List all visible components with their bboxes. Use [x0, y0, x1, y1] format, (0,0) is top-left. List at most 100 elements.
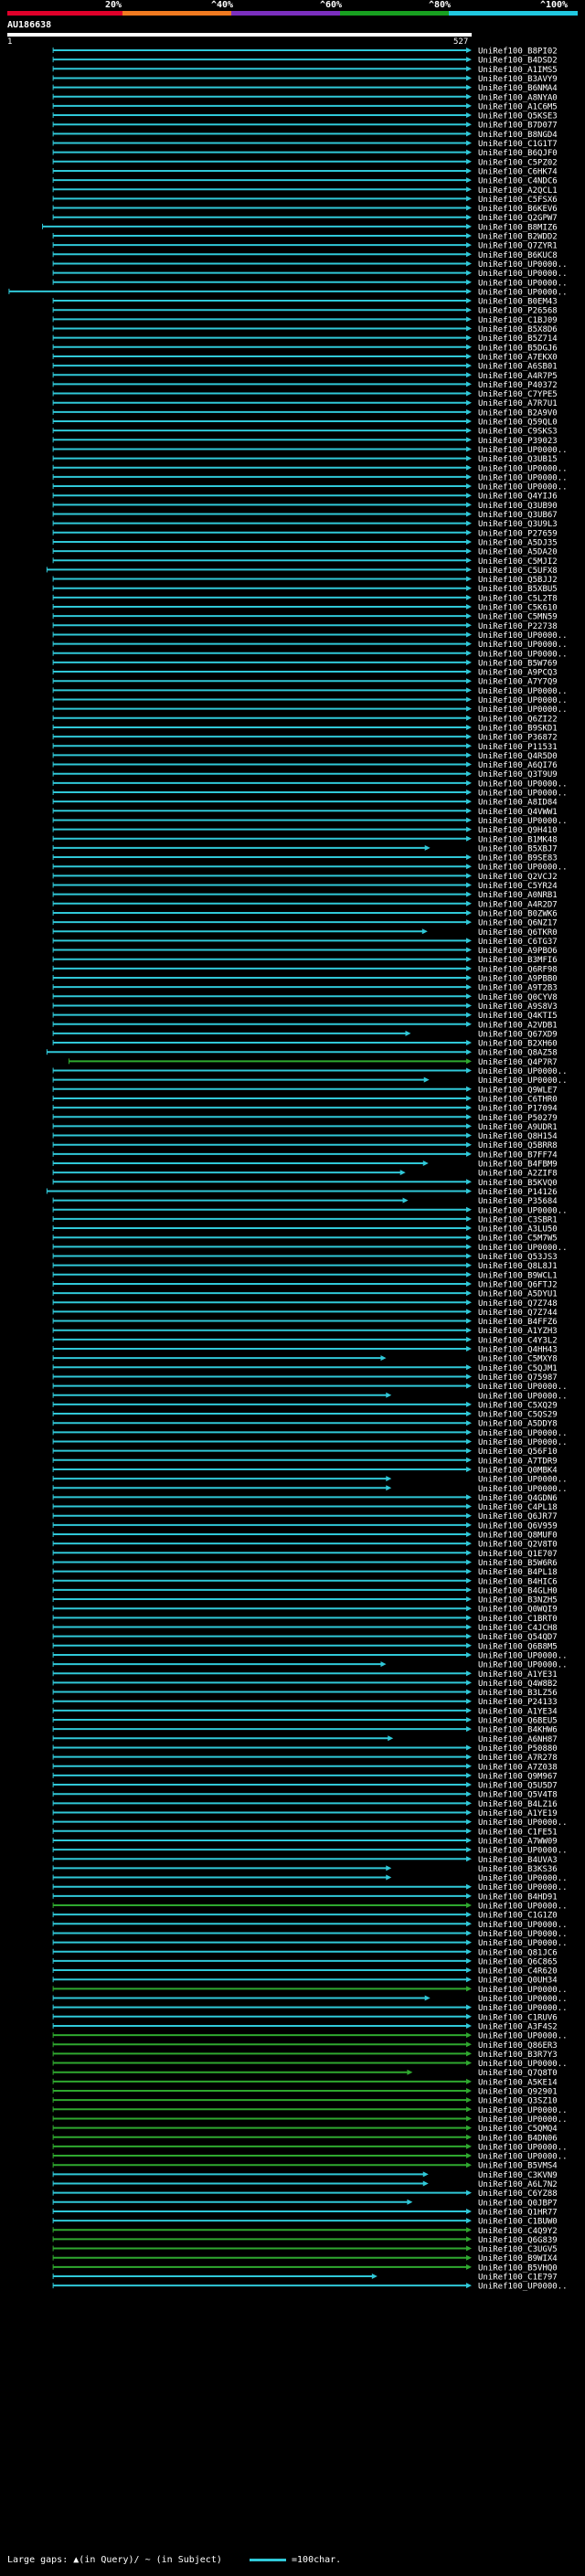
hit-row[interactable]: UniRef100_B4DSD2: [52, 57, 558, 66]
hit-label[interactable]: UniRef100_C5PZ02: [478, 158, 558, 167]
hit-label[interactable]: UniRef100_Q6G839: [478, 2236, 558, 2245]
hit-row[interactable]: UniRef100_Q0WQI9: [52, 1606, 558, 1615]
hit-row[interactable]: UniRef100_B0ZWK6: [52, 909, 558, 918]
hit-label[interactable]: UniRef100_A7TDR9: [478, 1457, 558, 1466]
hit-label[interactable]: UniRef100_Q67XD9: [478, 1030, 558, 1039]
hit-row[interactable]: UniRef100_UP0000..: [52, 2283, 568, 2292]
hit-label[interactable]: UniRef100_UP0000..: [478, 464, 568, 473]
hit-label[interactable]: UniRef100_UP0000..: [478, 650, 568, 659]
hit-label[interactable]: UniRef100_Q6NZ17: [478, 919, 558, 928]
hit-label[interactable]: UniRef100_B1MK48: [478, 835, 558, 844]
hit-label[interactable]: UniRef100_B5X8D6: [478, 325, 558, 334]
hit-label[interactable]: UniRef100_C5M7W5: [478, 1235, 558, 1244]
hit-label[interactable]: UniRef100_B8PI02: [478, 48, 558, 57]
hit-label[interactable]: UniRef100_A7EKX0: [478, 353, 558, 362]
hit-label[interactable]: UniRef100_P50880: [478, 1744, 558, 1754]
hit-label[interactable]: UniRef100_Q6C865: [478, 1957, 558, 1966]
hit-label[interactable]: UniRef100_Q56F10: [478, 1447, 558, 1457]
hit-row[interactable]: UniRef100_A4R7P5: [52, 372, 558, 381]
hit-row[interactable]: UniRef100_Q8L8J1: [52, 1262, 558, 1271]
hit-row[interactable]: UniRef100_A5DYU1: [52, 1290, 558, 1299]
hit-row[interactable]: UniRef100_C5MJI2: [52, 557, 558, 567]
hit-label[interactable]: UniRef100_UP0000..: [478, 1874, 568, 1883]
hit-row[interactable]: UniRef100_C6TG37: [52, 938, 558, 947]
hit-row[interactable]: UniRef100_UP0000..: [52, 260, 568, 270]
hit-row[interactable]: UniRef100_A3F4S2: [52, 2022, 558, 2031]
hit-row[interactable]: UniRef100_UP0000..: [52, 1883, 568, 1892]
hit-row[interactable]: UniRef100_C6THR0: [52, 1095, 558, 1104]
hit-row[interactable]: UniRef100_B8NGD4: [52, 131, 558, 140]
hit-label[interactable]: UniRef100_Q9H410: [478, 826, 558, 835]
hit-row[interactable]: UniRef100_UP0000..: [8, 288, 568, 297]
hit-row[interactable]: UniRef100_C5QJM1: [52, 1364, 558, 1373]
hit-label[interactable]: UniRef100_Q92901: [478, 2088, 558, 2097]
hit-label[interactable]: UniRef100_UP0000..: [478, 2106, 568, 2115]
hit-row[interactable]: UniRef100_A9PBO6: [52, 947, 558, 956]
hit-row[interactable]: UniRef100_UP0000..: [52, 1076, 568, 1086]
hit-row[interactable]: UniRef100_Q8MUF0: [52, 1532, 558, 1541]
hit-row[interactable]: UniRef100_UP0000..: [52, 2115, 568, 2125]
hit-label[interactable]: UniRef100_Q8H154: [478, 1132, 558, 1141]
hit-label[interactable]: UniRef100_C4PL18: [478, 1503, 558, 1512]
hit-label[interactable]: UniRef100_Q75987: [478, 1373, 558, 1383]
hit-row[interactable]: UniRef100_Q81JC6: [52, 1948, 558, 1957]
hit-row[interactable]: UniRef100_B4FFZ6: [52, 1318, 558, 1327]
hit-row[interactable]: UniRef100_Q54QD7: [52, 1633, 558, 1642]
hit-row[interactable]: UniRef100_Q4KTI5: [52, 1012, 558, 1021]
hit-label[interactable]: UniRef100_C7YPE5: [478, 390, 558, 399]
hit-label[interactable]: UniRef100_Q8AZ58: [478, 1049, 558, 1058]
hit-row[interactable]: UniRef100_B0EM43: [52, 298, 558, 307]
hit-row[interactable]: UniRef100_B4DN06: [52, 2134, 558, 2143]
hit-row[interactable]: UniRef100_Q9WLE7: [52, 1086, 558, 1095]
hit-label[interactable]: UniRef100_A3LU50: [478, 1225, 558, 1235]
hit-label[interactable]: UniRef100_C1BJ09: [478, 316, 558, 325]
hit-label[interactable]: UniRef100_P50279: [478, 1114, 558, 1123]
hit-label[interactable]: UniRef100_Q7Z748: [478, 1299, 558, 1309]
hit-row[interactable]: UniRef100_Q4GDN6: [52, 1494, 558, 1503]
hit-row[interactable]: UniRef100_A1C6M5: [52, 102, 558, 111]
hit-row[interactable]: UniRef100_Q6RF98: [52, 965, 558, 974]
hit-label[interactable]: UniRef100_Q1E707: [478, 1550, 558, 1559]
hit-row[interactable]: UniRef100_UP0000..: [52, 790, 568, 799]
hit-row[interactable]: UniRef100_Q8H154: [52, 1132, 558, 1141]
hit-label[interactable]: UniRef100_B4LZ16: [478, 1800, 558, 1809]
hit-label[interactable]: UniRef100_P11531: [478, 743, 558, 752]
hit-row[interactable]: UniRef100_C3KVN9: [52, 2171, 558, 2180]
hit-label[interactable]: UniRef100_C1E797: [478, 2274, 558, 2283]
hit-label[interactable]: UniRef100_P27659: [478, 529, 558, 538]
hit-label[interactable]: UniRef100_A5DDY8: [478, 1420, 558, 1429]
hit-label[interactable]: UniRef100_B4HIC6: [478, 1577, 558, 1586]
hit-label[interactable]: UniRef100_A6NH87: [478, 1735, 558, 1744]
hit-label[interactable]: UniRef100_B6NMA4: [478, 84, 558, 93]
hit-label[interactable]: UniRef100_UP0000..: [478, 446, 568, 455]
hit-label[interactable]: UniRef100_A3F4S2: [478, 2022, 558, 2031]
hit-label[interactable]: UniRef100_C3UGV5: [478, 2245, 558, 2254]
hit-label[interactable]: UniRef100_C1BRT0: [478, 1615, 558, 1624]
hit-row[interactable]: UniRef100_A5DJ35: [52, 538, 558, 547]
hit-label[interactable]: UniRef100_UP0000..: [478, 864, 568, 873]
hit-row[interactable]: UniRef100_P50279: [52, 1114, 558, 1123]
hit-label[interactable]: UniRef100_Q5BJJ2: [478, 576, 558, 585]
hit-row[interactable]: UniRef100_B5W769: [52, 659, 558, 668]
hit-row[interactable]: UniRef100_A5DA20: [52, 548, 558, 557]
hit-row[interactable]: UniRef100_B3LZ56: [52, 1689, 558, 1698]
hit-label[interactable]: UniRef100_Q5U5D7: [478, 1782, 558, 1791]
hit-row[interactable]: UniRef100_A6NH87: [52, 1735, 558, 1744]
hit-row[interactable]: UniRef100_A1YZH3: [52, 1327, 558, 1336]
hit-label[interactable]: UniRef100_UP0000..: [478, 1244, 568, 1253]
hit-label[interactable]: UniRef100_Q9WLE7: [478, 1086, 558, 1095]
hit-label[interactable]: UniRef100_Q0JBP7: [478, 2199, 558, 2208]
hit-label[interactable]: UniRef100_A9T2B3: [478, 984, 558, 993]
hit-label[interactable]: UniRef100_B3AVY9: [478, 75, 558, 84]
hit-label[interactable]: UniRef100_B5DGJ6: [478, 344, 558, 353]
hit-row[interactable]: UniRef100_P11531: [52, 743, 558, 752]
hit-row[interactable]: UniRef100_P14126: [46, 1188, 558, 1197]
hit-label[interactable]: UniRef100_UP0000..: [478, 2004, 568, 2013]
hit-row[interactable]: UniRef100_B9WCL1: [52, 1271, 558, 1280]
hit-label[interactable]: UniRef100_B4DSD2: [478, 57, 558, 66]
hit-label[interactable]: UniRef100_Q4KTI5: [478, 1012, 558, 1021]
hit-label[interactable]: UniRef100_A2QCL1: [478, 186, 558, 196]
hit-row[interactable]: UniRef100_UP0000..: [52, 1067, 568, 1076]
hit-row[interactable]: UniRef100_C1BRT0: [52, 1615, 558, 1624]
hit-row[interactable]: UniRef100_P50880: [52, 1744, 558, 1754]
